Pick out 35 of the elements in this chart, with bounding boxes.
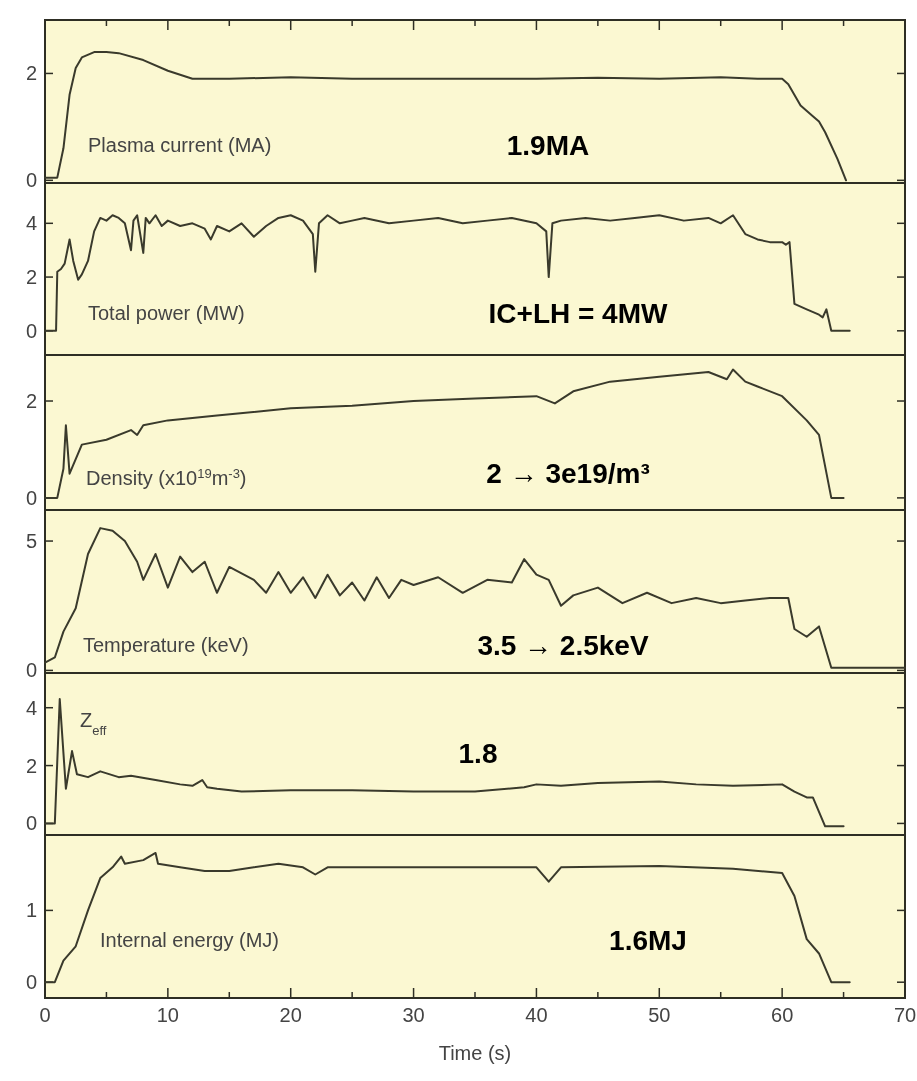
- y-tick-label: 2: [25, 266, 37, 289]
- x-tick-label: 30: [402, 1004, 425, 1026]
- x-tick-label: 50: [648, 1004, 671, 1026]
- y-axis-title: Total power (MW): [88, 302, 245, 324]
- x-axis-title: Time (s): [438, 1042, 512, 1064]
- annotation: 1.6MJ: [609, 924, 687, 956]
- y-tick-label: 0: [25, 319, 37, 342]
- y-tick-label: 0: [25, 659, 37, 682]
- y-tick-label: 2: [25, 390, 37, 413]
- x-tick-label: 20: [279, 1004, 302, 1026]
- x-tick-label: 10: [156, 1004, 179, 1026]
- y-axis-title: Plasma current (MA): [88, 134, 272, 156]
- y-tick-label: 0: [25, 971, 37, 994]
- y-tick-label: 1: [25, 899, 37, 922]
- x-tick-label: 40: [525, 1004, 548, 1026]
- annotation: 3.5 → 2.5keV: [477, 629, 649, 661]
- annotation: IC+LH = 4MW: [488, 297, 669, 329]
- annotation: 2 → 3e19/m³: [486, 457, 650, 489]
- x-tick-label: 60: [771, 1004, 794, 1026]
- y-tick-label: 0: [25, 486, 37, 509]
- y-axis-title: Z$_{eff}$: [80, 709, 107, 738]
- x-tick-label: 0: [39, 1004, 51, 1026]
- x-tick-label: 70: [893, 1004, 917, 1026]
- y-tick-label: 0: [25, 169, 37, 192]
- y-tick-label: 2: [25, 754, 37, 777]
- y-tick-label: 5: [25, 530, 37, 553]
- y-axis-title: Temperature (keV): [83, 634, 249, 656]
- y-tick-label: 2: [25, 62, 37, 85]
- y-tick-label: 4: [25, 696, 37, 719]
- y-tick-label: 0: [25, 812, 37, 835]
- annotation: 1.8: [458, 737, 498, 769]
- annotation: 1.9MA: [506, 129, 590, 161]
- y-axis-title: Density (x10$^{19}$m$^{-3}$): [86, 465, 247, 489]
- y-axis-title: Internal energy (MJ): [100, 929, 279, 951]
- y-tick-label: 4: [25, 212, 37, 235]
